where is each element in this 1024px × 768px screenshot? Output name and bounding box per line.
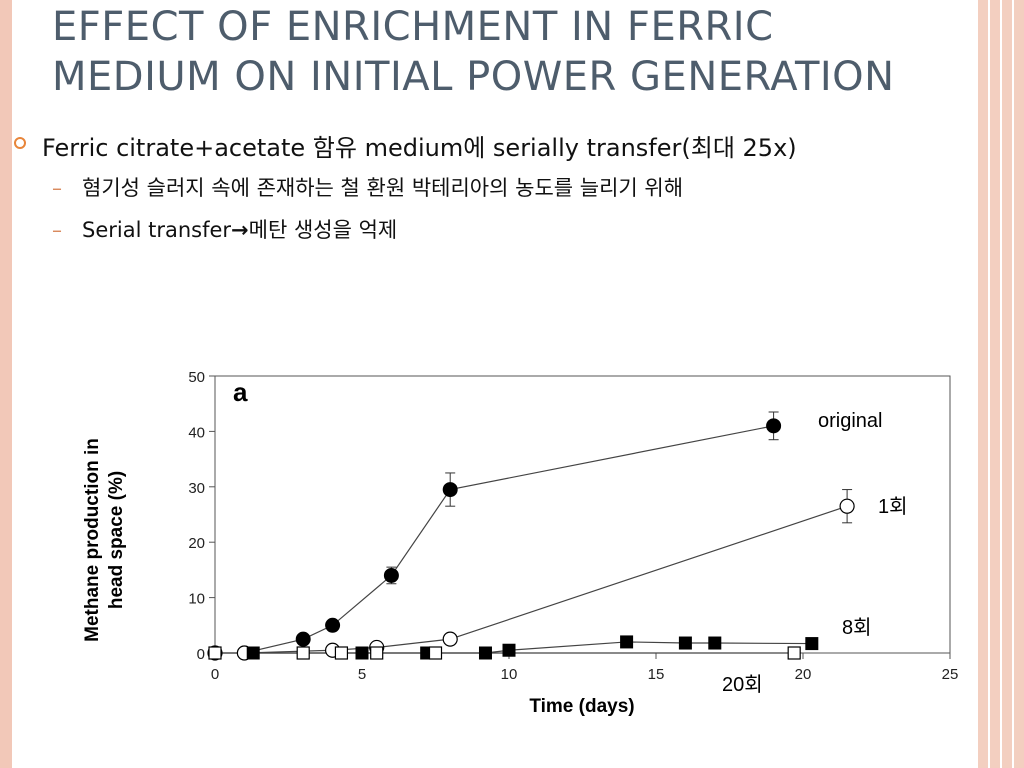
x-axis-label: Time (days) <box>529 696 634 717</box>
x-tick-label: 0 <box>211 666 219 683</box>
y-axis-label-line-2: head space (%) <box>106 471 127 609</box>
data-point <box>478 646 492 660</box>
bullet-dot-icon <box>14 137 26 149</box>
sub-bullet-1: 혐기성 슬러지 속에 존재하는 철 환원 박테리아의 농도를 늘리기 위해 <box>82 176 684 200</box>
data-point <box>370 646 384 660</box>
data-point <box>325 617 341 633</box>
data-point <box>208 646 222 660</box>
series-label-original: original <box>818 410 883 432</box>
x-tick-label: 5 <box>358 666 366 683</box>
x-tick-label: 15 <box>648 666 665 683</box>
data-point <box>787 646 801 660</box>
data-point <box>620 635 634 649</box>
y-tick-label: 20 <box>188 535 205 552</box>
series-line-0 <box>244 425 774 654</box>
series-label-20x: 20회 <box>722 674 763 696</box>
y-tick-label: 10 <box>188 591 205 608</box>
title-line-2: MEDIUM ON INITIAL POWER GENERATION <box>52 54 895 100</box>
panel-label: a <box>233 377 248 407</box>
data-point <box>708 636 722 650</box>
data-point <box>678 636 692 650</box>
data-point <box>334 646 349 660</box>
slide-title: EFFECT OF ENRICHMENT IN FERRIC MEDIUM ON… <box>52 2 982 102</box>
x-tick-label: 10 <box>501 666 518 683</box>
data-point <box>805 637 819 651</box>
data-point <box>839 498 855 514</box>
bullet-text: Ferric citrate+acetate 함유 medium에 serial… <box>42 134 797 162</box>
y-tick-label: 40 <box>188 424 205 441</box>
y-tick-label: 50 <box>188 369 205 386</box>
x-tick-label: 25 <box>942 666 959 683</box>
data-point <box>246 646 260 660</box>
data-point <box>766 418 782 434</box>
right-decor-band <box>978 0 1024 768</box>
data-point <box>383 567 399 583</box>
sub-bullet-2-pre: Serial transfer <box>82 218 232 242</box>
y-axis-label-line-1: Methane production in <box>82 438 103 642</box>
dash-icon: – <box>52 176 62 200</box>
series-label-1x: 1회 <box>878 496 908 518</box>
data-point <box>355 646 369 660</box>
methane-chart: a Methane production in head space (%) T… <box>82 369 959 717</box>
data-point <box>296 646 310 660</box>
title-line-1: EFFECT OF ENRICHMENT IN FERRIC <box>52 4 774 50</box>
series-line-1 <box>215 505 848 654</box>
data-point <box>502 643 516 657</box>
y-tick-label: 30 <box>188 480 205 497</box>
series-label-8x: 8회 <box>842 617 872 639</box>
y-tick-label: 0 <box>197 646 205 663</box>
sub-bullet-2-post: 메탄 생성을 억제 <box>248 218 398 242</box>
left-decor-band <box>0 0 12 768</box>
data-point <box>442 631 458 647</box>
data-point <box>295 631 311 647</box>
dash-icon: – <box>52 218 62 242</box>
arrow-icon: → <box>231 218 249 242</box>
sub-bullet-2: Serial transfer→메탄 생성을 억제 <box>82 214 397 244</box>
data-point <box>442 482 458 498</box>
x-tick-label: 20 <box>795 666 812 683</box>
data-point <box>428 646 443 660</box>
